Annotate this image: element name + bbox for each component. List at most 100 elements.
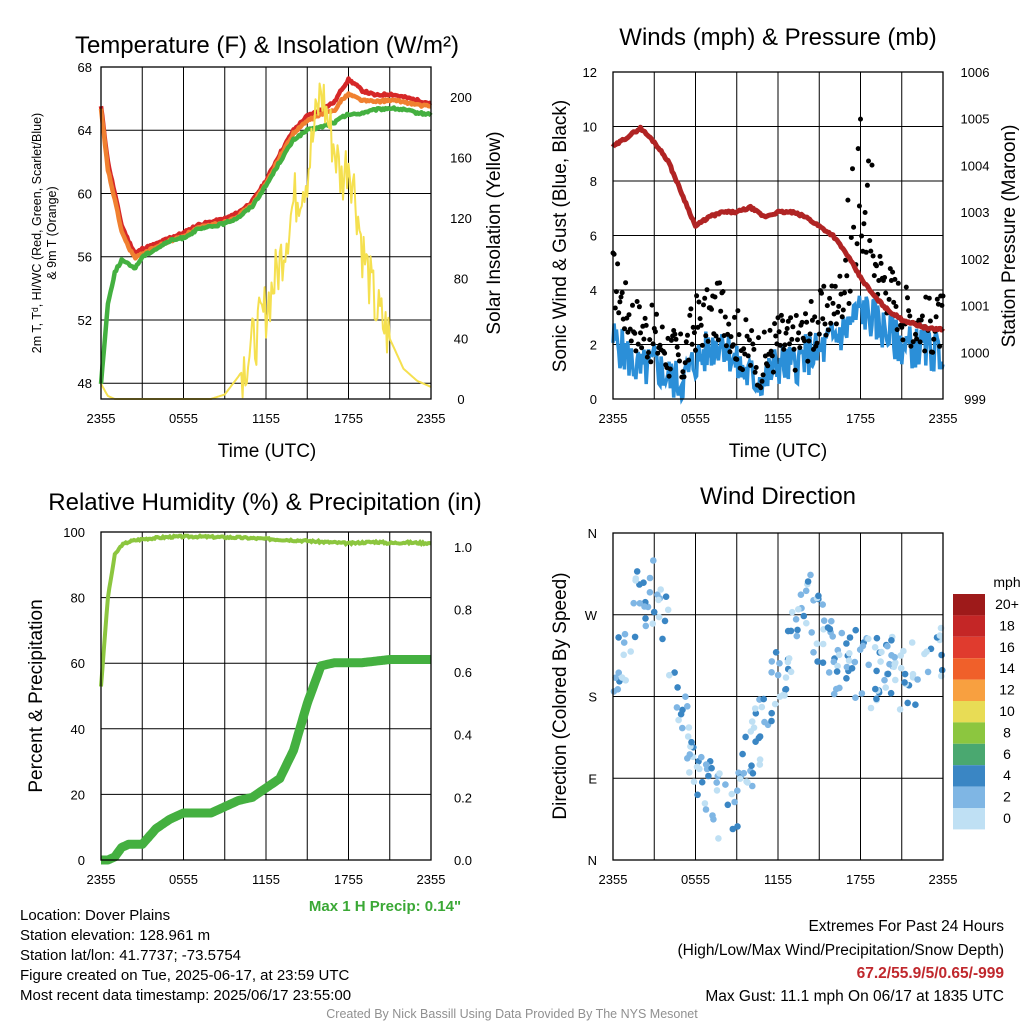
direction-point: [843, 663, 851, 671]
direction-point: [702, 761, 710, 768]
gust-point: [709, 306, 714, 312]
y-tick-label: 52: [78, 313, 92, 328]
gust-point: [918, 317, 924, 323]
x-tick-label: 1155: [764, 872, 792, 887]
direction-point: [748, 762, 755, 769]
gust-point: [886, 296, 892, 302]
gust-point: [690, 324, 696, 330]
gust-point: [883, 290, 889, 296]
direction-point: [666, 671, 673, 679]
direction-point: [884, 670, 892, 678]
direction-point: [701, 800, 709, 807]
gust-point: [890, 269, 896, 275]
gust-point: [801, 338, 807, 344]
direction-point: [833, 668, 841, 675]
gust-point: [635, 341, 641, 347]
gust-point: [791, 346, 797, 352]
gust-point: [734, 356, 740, 362]
gust-point: [783, 330, 789, 336]
direction-point: [742, 733, 749, 741]
gust-point: [697, 316, 703, 322]
gust-point: [792, 367, 798, 373]
direction-point: [792, 616, 800, 623]
gust-point: [807, 331, 813, 337]
direction-point: [787, 627, 795, 635]
y2-tick-label: 0: [457, 392, 464, 407]
gust-point: [776, 329, 782, 335]
x-tick-label: 1755: [334, 411, 363, 426]
gust-point: [806, 338, 812, 344]
direction-point: [877, 658, 884, 665]
legend-swatch: [953, 808, 985, 830]
direction-point: [815, 592, 822, 600]
direction-point: [936, 632, 944, 639]
y2-tick-label: 0.8: [454, 602, 472, 617]
insolation-y-label: Solar Insolation (Yellow): [484, 131, 505, 334]
direction-point: [612, 674, 619, 681]
y2-tick-label: 1003: [961, 205, 990, 220]
direction-point: [698, 753, 705, 761]
legend-label: 0: [1003, 810, 1011, 826]
station-info: Location: Dover Plains Station elevation…: [20, 906, 351, 1006]
gust-point: [877, 253, 883, 259]
y2-tick-label: 160: [450, 151, 472, 166]
direction-point: [820, 617, 828, 624]
gust-point: [634, 299, 640, 304]
direction-point: [761, 718, 768, 726]
legend-label: 12: [999, 682, 1015, 698]
direction-point: [782, 685, 790, 693]
gust-point: [769, 353, 775, 359]
direction-point: [620, 639, 628, 646]
y2-tick-label: 0.4: [454, 728, 472, 743]
direction-point: [867, 704, 875, 712]
gust-point: [891, 299, 897, 305]
humidity-y-label: Percent & Precipitation: [26, 599, 47, 792]
x-tick-label: 0555: [169, 872, 198, 887]
direction-point: [684, 733, 692, 740]
gust-point: [899, 324, 905, 330]
legend-label: 14: [999, 660, 1015, 676]
gust-point: [759, 378, 765, 384]
direction-point: [804, 578, 812, 585]
gust-point: [753, 365, 759, 370]
direction-point: [788, 608, 796, 616]
y2-tick-label: 200: [450, 90, 472, 105]
gust-point: [740, 367, 745, 373]
gust-point: [650, 341, 656, 347]
gust-point: [705, 338, 711, 344]
direction-point: [744, 779, 751, 786]
gust-point: [854, 241, 860, 247]
gust-point: [830, 300, 836, 306]
gust-point: [611, 251, 617, 257]
x-tick-label: 2355: [87, 411, 116, 426]
gust-point: [819, 290, 824, 296]
temperature-panel: Temperature (F) & Insolation (W/m²) 2355…: [30, 32, 505, 462]
winds-panel: Winds (mph) & Pressure (mb) 2355 0555 1155…: [550, 24, 1020, 462]
extremes-values: 67.2/55.9/5/0.65/-999: [856, 965, 1004, 982]
direction-point: [630, 599, 637, 607]
gust-point: [682, 360, 688, 366]
x-tick-label: 1155: [764, 411, 792, 426]
gust-point: [659, 324, 665, 330]
y2-tick-label: 80: [454, 271, 468, 286]
gust-point: [657, 342, 663, 348]
direction-point: [641, 603, 648, 610]
gust-point: [770, 369, 776, 375]
gust-point: [642, 315, 648, 321]
direction-point: [921, 650, 928, 658]
direction-point: [621, 630, 629, 638]
gust-point: [851, 224, 857, 230]
gust-point: [892, 276, 898, 282]
direction-point: [825, 669, 833, 676]
gust-point: [847, 288, 853, 294]
gust-point: [678, 331, 684, 337]
gust-point: [894, 327, 900, 333]
gust-point: [751, 346, 757, 352]
gust-point: [744, 333, 750, 339]
gust-point: [785, 318, 791, 324]
direction-point: [836, 684, 843, 692]
gust-point: [718, 308, 724, 314]
direction-point: [713, 787, 721, 794]
y-tick-label: 40: [71, 722, 85, 737]
gust-point: [702, 295, 708, 301]
